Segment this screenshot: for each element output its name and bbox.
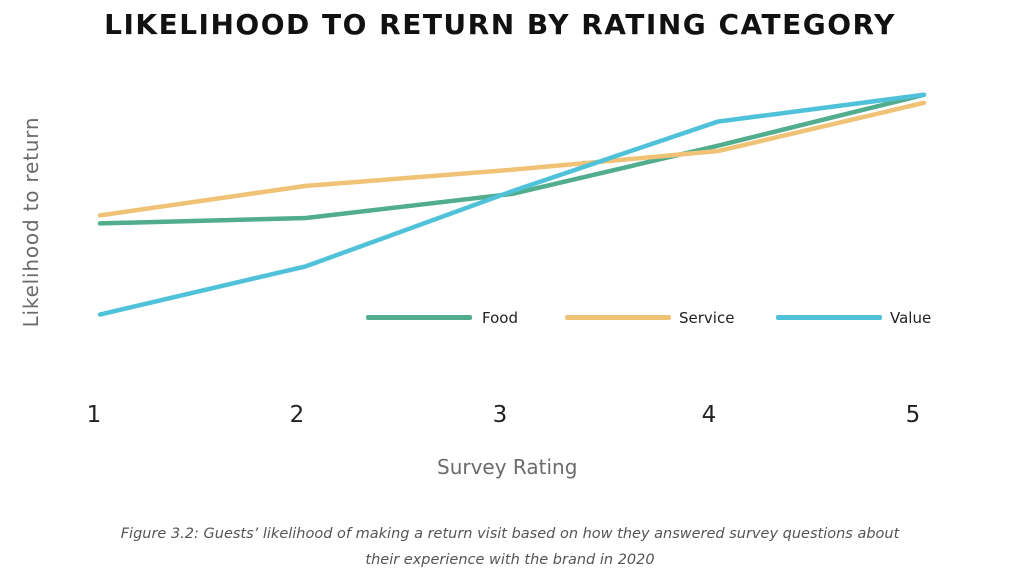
legend-label-food: Food	[482, 309, 518, 327]
x-axis-label: Survey Rating	[437, 455, 578, 479]
x-tick-label-3: 3	[492, 402, 508, 428]
series-line-food	[97, 92, 927, 226]
x-tick-label-1: 1	[86, 402, 102, 428]
legend-swatch-value	[776, 315, 882, 320]
x-tick-label-5: 5	[905, 402, 921, 428]
legend-swatch-service	[565, 315, 671, 320]
figure-caption: Figure 3.2: Guests’ likelihood of making…	[40, 521, 980, 573]
caption-line-2: their experience with the brand in 2020	[365, 552, 655, 568]
caption-line-1: Figure 3.2: Guests’ likelihood of making…	[120, 526, 900, 542]
chart-title: LIKELIHOOD TO RETURN BY RATING CATEGORY	[104, 8, 896, 41]
x-tick-label-4: 4	[701, 402, 717, 428]
series-line-value	[97, 92, 927, 317]
legend-label-value: Value	[890, 309, 932, 327]
series-line-service	[97, 100, 927, 218]
legend-label-service: Service	[679, 309, 735, 327]
x-tick-label-2: 2	[289, 402, 305, 428]
legend-swatch-food	[366, 315, 472, 320]
